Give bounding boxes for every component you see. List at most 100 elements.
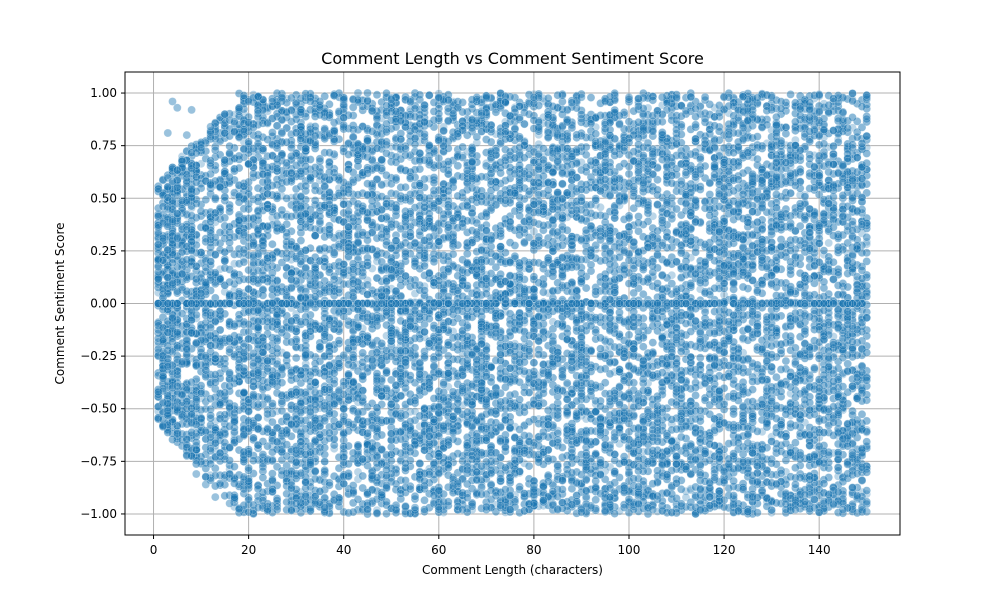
scatter-point: [639, 133, 648, 142]
scatter-point: [795, 367, 805, 377]
scatter-point: [724, 108, 734, 118]
scatter-point: [391, 272, 401, 281]
scatter-point: [653, 419, 662, 429]
scatter-point: [510, 470, 520, 479]
scatter-point: [520, 264, 529, 273]
scatter-point: [477, 477, 486, 486]
scatter-point: [420, 292, 429, 302]
scatter-point: [624, 234, 634, 244]
scatter-point: [463, 299, 472, 308]
scatter-point: [230, 259, 239, 268]
scatter-point: [724, 145, 734, 155]
scatter-point: [301, 431, 310, 440]
scatter-point: [396, 358, 406, 368]
scatter-point: [505, 326, 515, 336]
scatter-point: [648, 356, 658, 365]
scatter-point: [833, 496, 843, 505]
scatter-point: [729, 252, 738, 261]
scatter-point: [211, 446, 220, 455]
scatter-point: [458, 350, 467, 360]
scatter-point: [534, 139, 543, 149]
scatter-point: [320, 110, 329, 120]
scatter-point: [719, 451, 729, 460]
scatter-point: [529, 158, 539, 167]
scatter-point: [215, 115, 225, 125]
scatter-point: [805, 210, 814, 220]
scatter-point: [686, 253, 696, 262]
scatter-point: [738, 265, 748, 274]
scatter-point: [358, 339, 367, 348]
scatter-point: [496, 487, 505, 497]
scatter-point: [710, 364, 719, 373]
scatter-point: [510, 187, 520, 196]
scatter-point: [353, 247, 363, 257]
scatter-point: [857, 446, 867, 456]
scatter-point: [344, 221, 353, 231]
scatter-point: [377, 114, 386, 123]
scatter-point: [600, 335, 610, 344]
scatter-point: [415, 299, 425, 308]
scatter-point: [230, 285, 239, 295]
scatter-point: [743, 237, 753, 246]
scatter-point: [249, 291, 258, 301]
scatter-point: [220, 300, 230, 310]
scatter-point: [277, 191, 287, 201]
scatter-point: [192, 142, 201, 152]
scatter-point: [410, 298, 420, 308]
scatter-point: [591, 226, 600, 235]
scatter-point: [748, 257, 757, 266]
scatter-point: [306, 469, 315, 478]
scatter-point: [662, 342, 672, 351]
scatter-point: [296, 255, 306, 265]
scatter-point: [377, 179, 386, 189]
scatter-point: [192, 421, 201, 431]
scatter-point: [591, 200, 600, 210]
scatter-point: [748, 440, 757, 449]
scatter-point: [814, 399, 824, 409]
scatter-point: [577, 430, 586, 440]
scatter-point: [192, 235, 201, 244]
scatter-point: [277, 299, 287, 308]
scatter-point: [619, 141, 629, 151]
scatter-point: [605, 222, 615, 231]
scatter-point: [177, 184, 187, 194]
scatter-point: [776, 122, 786, 132]
scatter-point: [458, 151, 467, 160]
scatter-point: [520, 341, 529, 350]
scatter-point: [363, 438, 372, 447]
scatter-point: [729, 299, 738, 308]
scatter-point: [486, 173, 496, 183]
scatter-point: [406, 323, 415, 333]
scatter-point: [667, 377, 677, 387]
scatter-point: [795, 299, 805, 308]
scatter-point: [344, 299, 353, 308]
scatter-point: [358, 150, 367, 159]
scatter-point: [277, 308, 287, 318]
scatter-point: [353, 467, 363, 477]
scatter-point: [824, 238, 833, 248]
scatter-point: [287, 295, 296, 305]
scatter-point: [729, 452, 738, 462]
scatter-point: [263, 413, 272, 423]
scatter-point: [562, 208, 572, 217]
scatter-point: [263, 107, 272, 116]
scatter-point: [510, 258, 520, 267]
scatter-point: [610, 237, 619, 246]
scatter-point: [629, 244, 638, 254]
scatter-point: [772, 173, 781, 182]
scatter-point: [581, 369, 591, 379]
scatter-point: [206, 471, 215, 480]
scatter-point: [729, 94, 738, 104]
scatter-point: [463, 383, 472, 392]
scatter-point: [543, 253, 553, 263]
scatter-point: [677, 263, 686, 272]
scatter-point: [439, 199, 448, 208]
scatter-point: [187, 415, 196, 424]
scatter-point: [168, 190, 177, 200]
scatter-point: [272, 444, 282, 454]
scatter-point: [600, 348, 610, 358]
scatter-point: [444, 169, 453, 178]
